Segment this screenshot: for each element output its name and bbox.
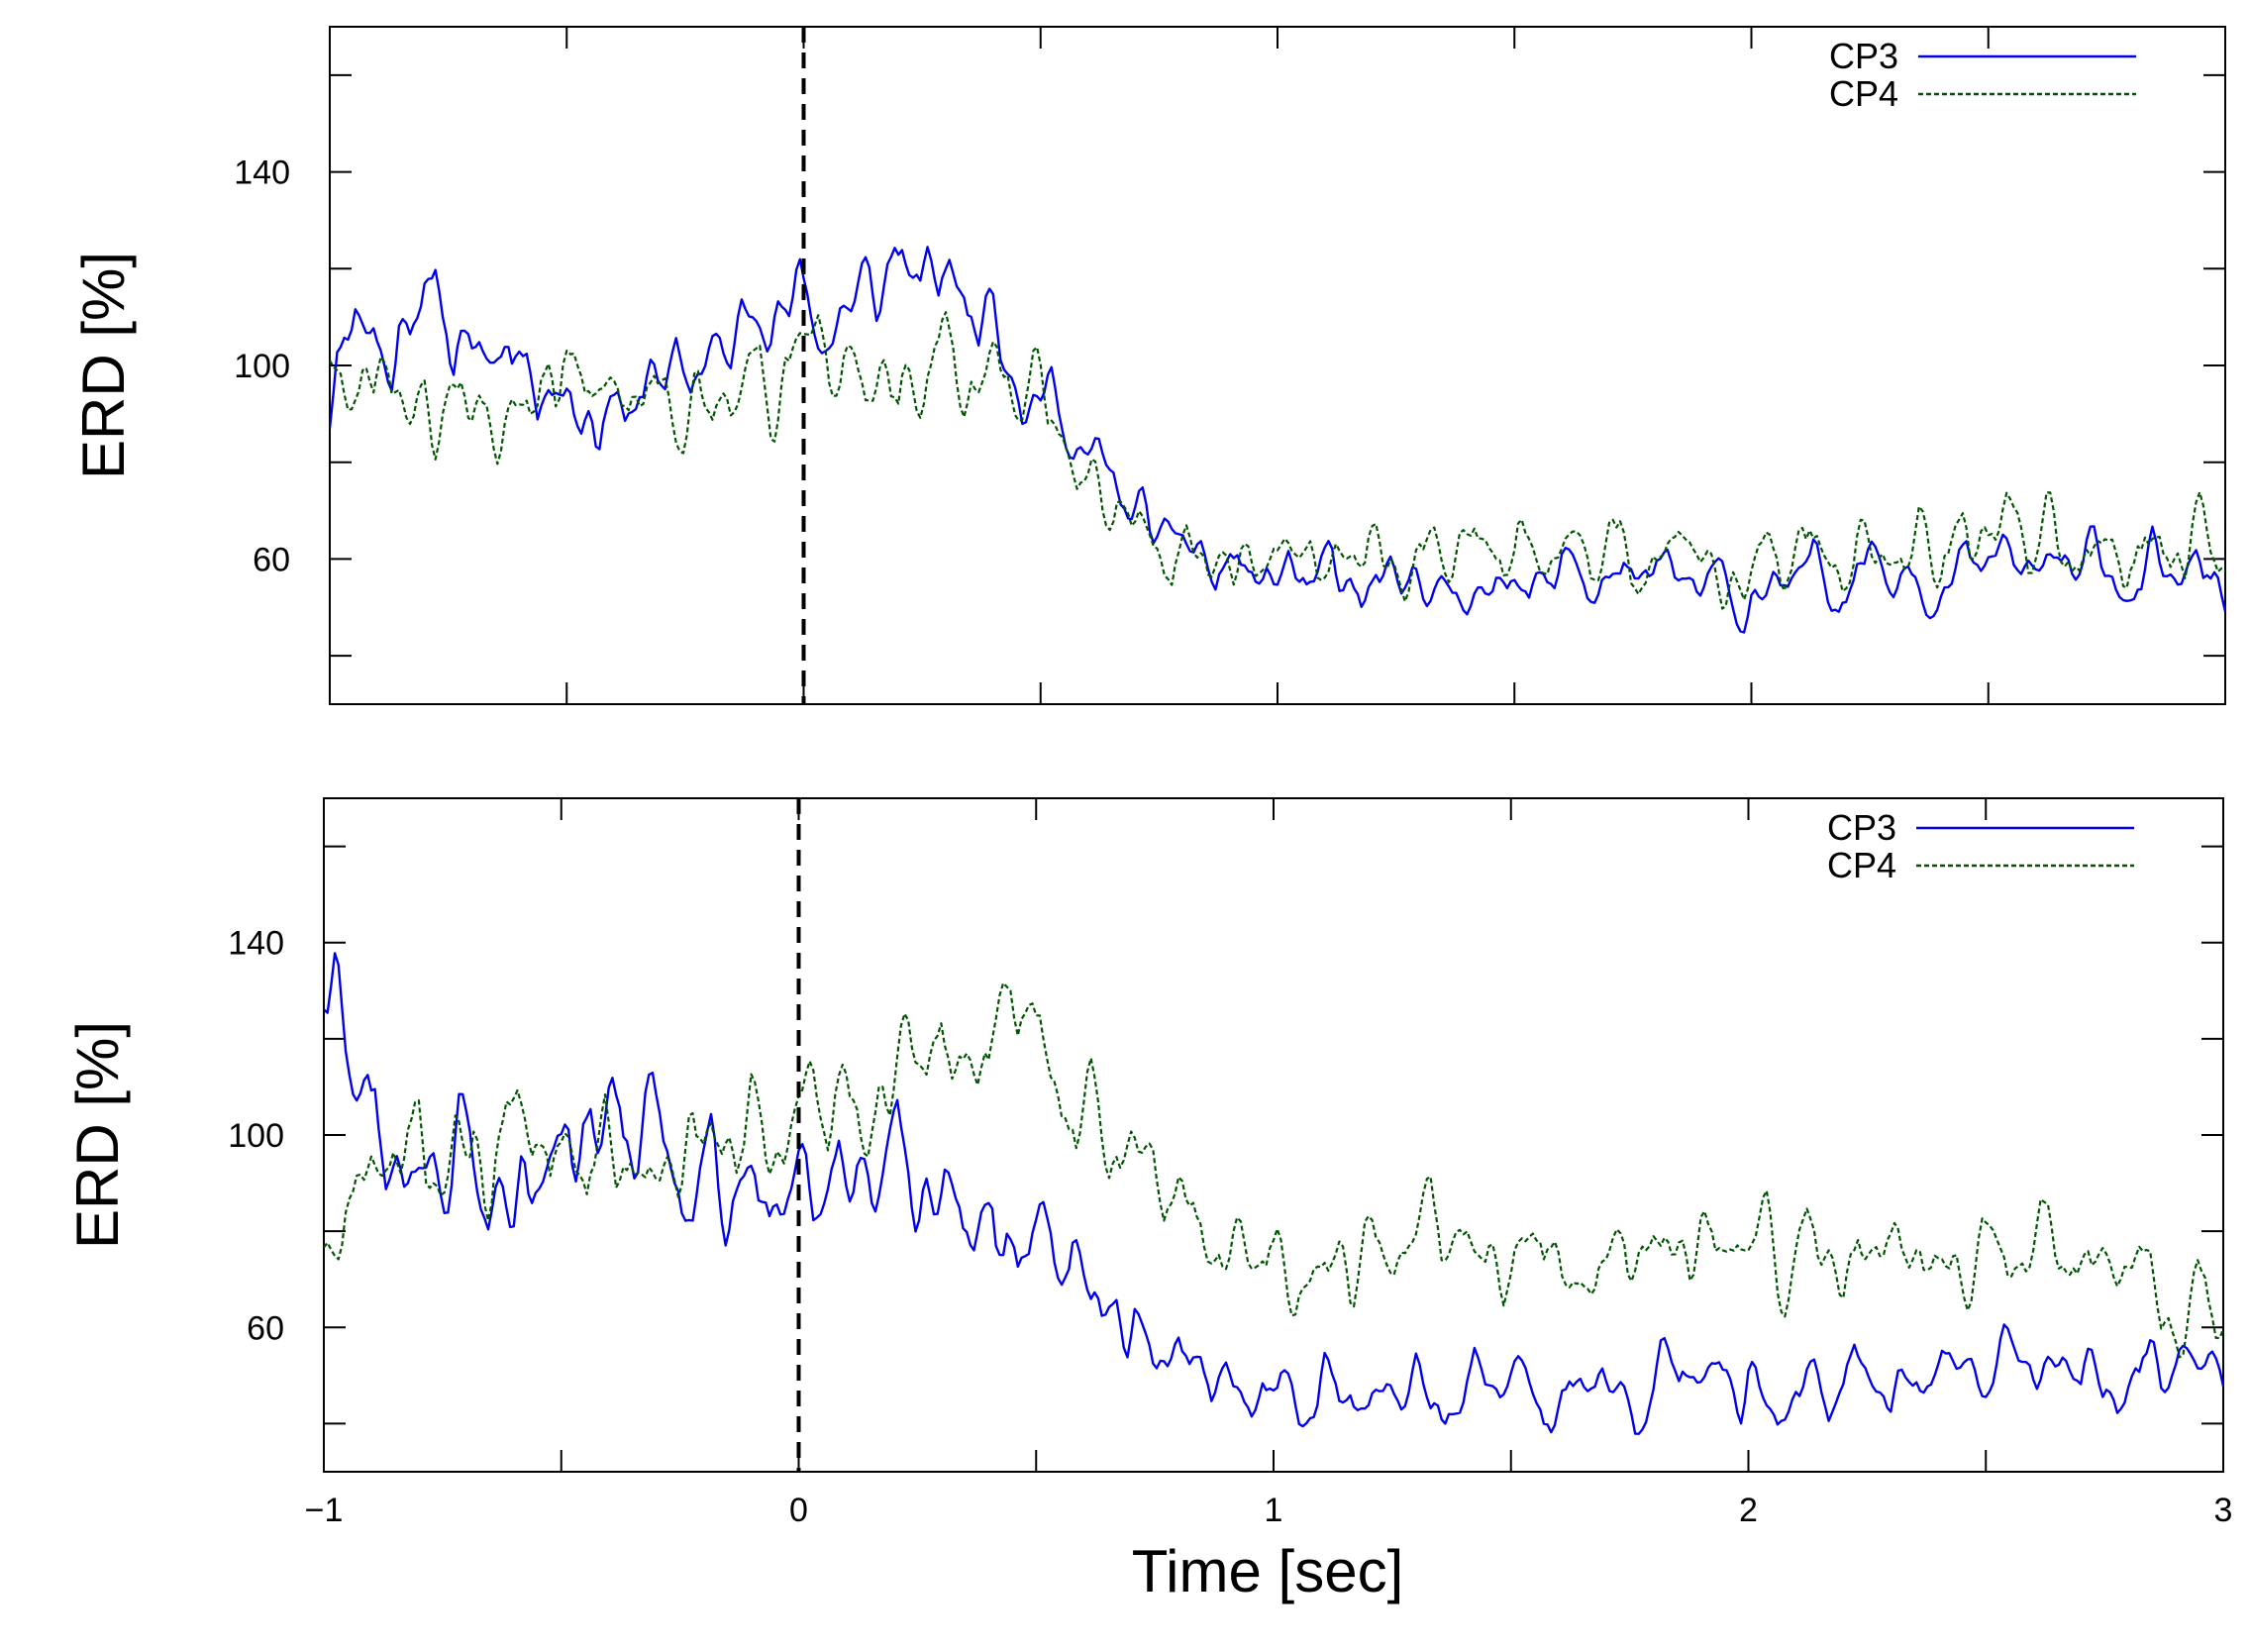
x-tick-label: −1 [305,1492,344,1529]
series-line-cp4 [330,311,2225,610]
x-tick-label: 2 [1739,1492,1758,1529]
series-line-cp3 [330,246,2225,634]
y-tick-label: 140 [228,925,284,963]
legend-label-cp4: CP4 [1829,73,1898,114]
y-tick-label: 140 [234,155,290,192]
legend-label-cp4: CP4 [1827,845,1896,885]
plot-frame [323,797,2224,1473]
y-axis-title: ERD [%] [70,252,137,479]
series-line-cp4 [324,981,2223,1359]
y-tick-label: 60 [253,541,290,578]
series-line-cp3 [324,952,2223,1435]
legend-label-cp3: CP3 [1827,807,1896,848]
x-tick-label: 1 [1265,1492,1283,1529]
y-tick-label: 60 [247,1309,284,1347]
y-axis-title: ERD [%] [64,1021,131,1249]
x-tick-label: 0 [789,1492,808,1529]
plot-frame [329,26,2226,705]
y-tick-label: 100 [228,1117,284,1155]
x-axis-title: Time [sec] [1132,1538,1403,1604]
y-tick-label: 100 [234,348,290,385]
legend-label-cp3: CP3 [1829,36,1898,76]
x-tick-label: 3 [2214,1492,2233,1529]
